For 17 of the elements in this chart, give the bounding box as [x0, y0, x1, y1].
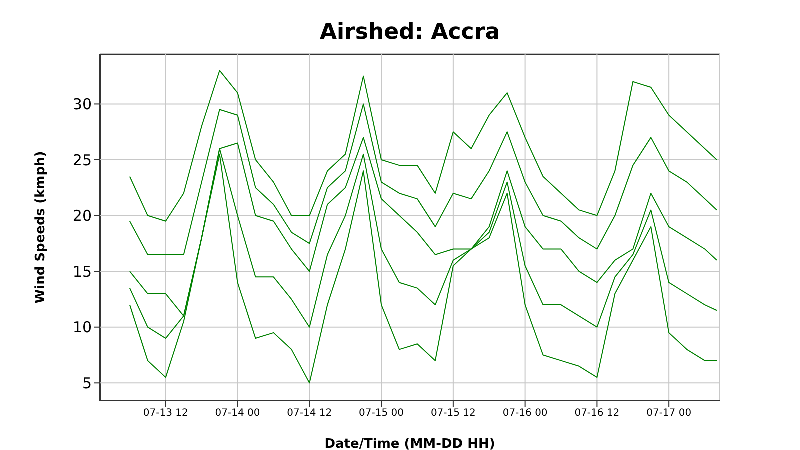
- x-tick-label: 07-14 00: [215, 408, 260, 420]
- x-axis-title: Date/Time (MM-DD HH): [324, 437, 496, 450]
- x-tick-label: 07-17 00: [646, 408, 692, 420]
- chart-title: Airshed: Accra: [318, 20, 502, 45]
- x-tick-label: 07-15 00: [359, 408, 404, 420]
- y-tick-label: 5: [82, 374, 92, 392]
- x-tick-label: 07-13 12: [143, 408, 188, 420]
- x-tick-label: 07-16 00: [502, 408, 548, 420]
- y-tick-label: 15: [72, 262, 92, 281]
- y-axis-title: Wind Speeds (kmph): [34, 151, 49, 304]
- y-tick-label: 20: [72, 207, 92, 226]
- x-tick-label: 07-16 12: [574, 408, 620, 420]
- x-tick-label: 07-14 12: [287, 408, 332, 420]
- y-tick-label: 30: [72, 96, 92, 114]
- y-tick-label: 10: [72, 318, 92, 337]
- y-tick-label: 25: [72, 151, 92, 170]
- x-tick-label: 07-15 12: [430, 408, 476, 420]
